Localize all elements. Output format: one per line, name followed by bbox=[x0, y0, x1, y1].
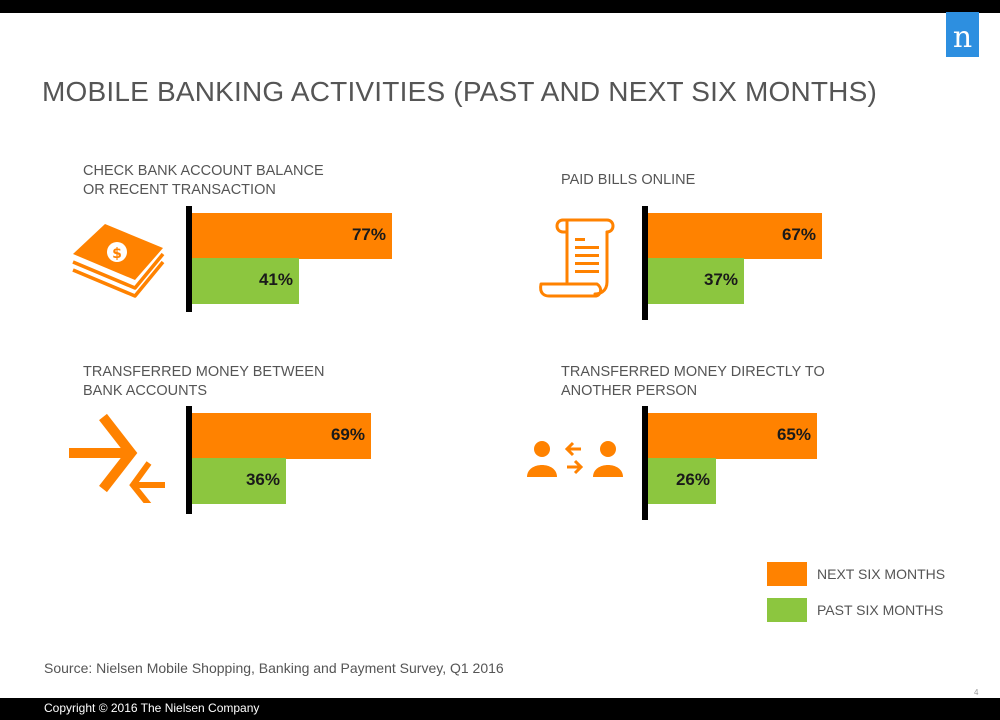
panel-label-line: TRANSFERRED MONEY DIRECTLY TO bbox=[561, 364, 825, 380]
axis-line bbox=[186, 406, 192, 514]
transfer-arrows-icon bbox=[69, 413, 165, 503]
source-note: Source: Nielsen Mobile Shopping, Banking… bbox=[44, 660, 504, 676]
bill-receipt-icon bbox=[539, 218, 615, 298]
panel-label-line: ANOTHER PERSON bbox=[561, 383, 698, 399]
panel-paid-bills: PAID BILLS ONLINE 67% 37% bbox=[539, 162, 1000, 332]
legend-label: PAST SIX MONTHS bbox=[817, 602, 944, 618]
nielsen-logo: n bbox=[946, 12, 979, 57]
bar-past: 41% bbox=[192, 258, 299, 304]
legend-label: NEXT SIX MONTHS bbox=[817, 566, 946, 582]
legend-swatch bbox=[767, 562, 807, 586]
bar-value-label: 26% bbox=[675, 470, 710, 489]
axis-line bbox=[642, 206, 648, 320]
panel-label-line: TRANSFERRED MONEY BETWEEN bbox=[83, 364, 325, 380]
bar-next: 65% bbox=[648, 413, 817, 459]
panel-label-line: CHECK BANK ACCOUNT BALANCE bbox=[83, 163, 324, 179]
bar-value-label: 37% bbox=[703, 270, 738, 289]
bar-past: 36% bbox=[192, 458, 286, 504]
panel-label: TRANSFERRED MONEY BETWEEN BANK ACCOUNTS bbox=[83, 363, 324, 401]
money-stack-icon: $ bbox=[72, 224, 165, 298]
axis-line bbox=[186, 206, 192, 312]
top-bar bbox=[0, 0, 1000, 13]
chart-title: MOBILE BANKING ACTIVITIES (PAST AND NEXT… bbox=[42, 76, 878, 107]
bar-next: 67% bbox=[648, 213, 822, 259]
panel-check-balance: CHECK BANK ACCOUNT BALANCE OR RECENT TRA… bbox=[72, 162, 523, 332]
panel-label: PAID BILLS ONLINE bbox=[561, 171, 695, 190]
bar-next: 77% bbox=[192, 213, 392, 259]
bar-value-label: 65% bbox=[776, 425, 811, 444]
svg-text:$: $ bbox=[112, 246, 122, 262]
bar-past: 37% bbox=[648, 258, 744, 304]
panel-label-line: BANK ACCOUNTS bbox=[83, 383, 208, 399]
axis-line bbox=[642, 406, 648, 520]
panel-label: TRANSFERRED MONEY DIRECTLY TO ANOTHER PE… bbox=[561, 363, 825, 401]
bar-value-label: 69% bbox=[330, 425, 365, 444]
legend-swatch bbox=[767, 598, 807, 622]
copyright: Copyright © 2016 The Nielsen Company bbox=[44, 701, 260, 715]
bar-value-label: 77% bbox=[351, 225, 386, 244]
panel-label-line: OR RECENT TRANSACTION bbox=[83, 182, 276, 198]
bar-value-label: 41% bbox=[258, 270, 293, 289]
panel-transfer-to-person: TRANSFERRED MONEY DIRECTLY TO ANOTHER PE… bbox=[527, 363, 1000, 533]
bar-value-label: 36% bbox=[245, 470, 280, 489]
slide-number: 4 bbox=[974, 688, 979, 697]
bar-past: 26% bbox=[648, 458, 716, 504]
panel-label: CHECK BANK ACCOUNT BALANCE OR RECENT TRA… bbox=[83, 162, 324, 200]
bar-next: 69% bbox=[192, 413, 371, 459]
bar-value-label: 67% bbox=[781, 225, 816, 244]
bottom-bar bbox=[0, 698, 1000, 720]
person-to-person-icon bbox=[527, 441, 623, 477]
panel-transfer-between-accounts: TRANSFERRED MONEY BETWEEN BANK ACCOUNTS … bbox=[69, 363, 523, 533]
panel-label-line: PAID BILLS ONLINE bbox=[561, 172, 696, 188]
